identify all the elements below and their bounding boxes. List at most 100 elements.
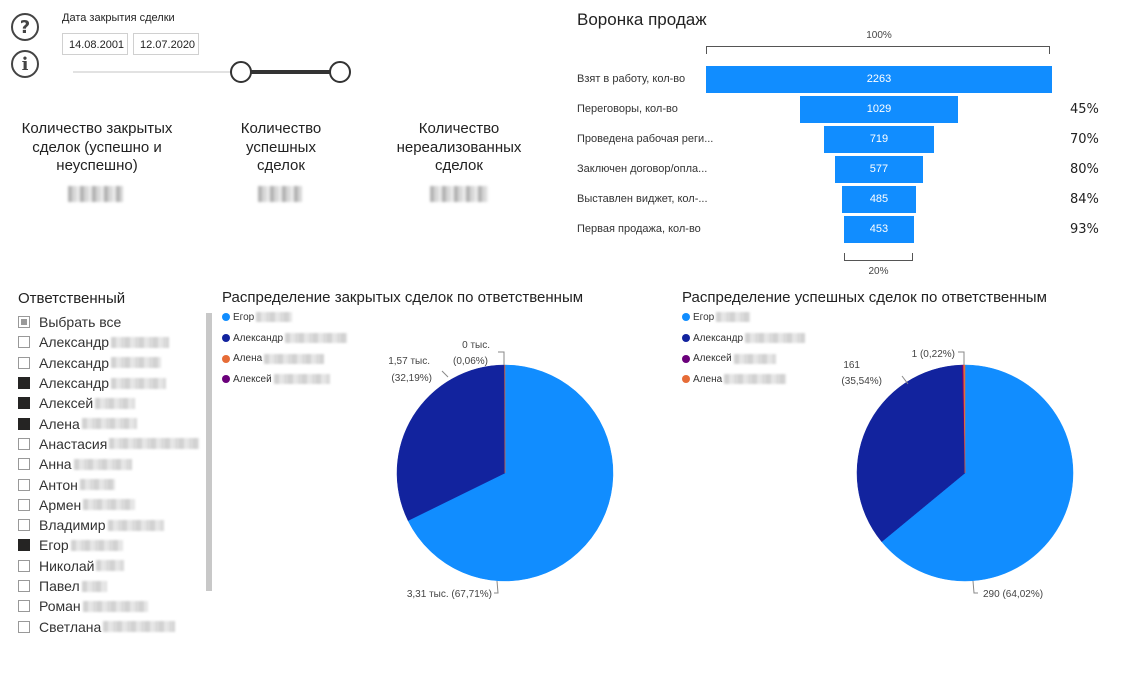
funnel-bar[interactable]: 453 — [844, 216, 914, 243]
checkbox[interactable] — [18, 458, 30, 471]
funnel-stage-label: Первая продажа, кол-во — [577, 223, 701, 235]
funnel-bar[interactable]: 577 — [834, 156, 924, 183]
redacted-surname — [724, 374, 787, 385]
date-end-input[interactable]: 12.07.2020 — [133, 33, 199, 55]
legend-item[interactable]: Алена — [682, 369, 805, 390]
responsible-item-label: Антон — [39, 476, 78, 493]
checkbox[interactable] — [18, 600, 30, 613]
funnel-stage-label: Заключен договор/опла... — [577, 163, 708, 175]
redacted-surname — [733, 353, 776, 364]
kpi-successful-deals-value — [258, 186, 302, 202]
slider-end-handle[interactable] — [329, 61, 351, 83]
funnel-bar[interactable]: 1029 — [800, 96, 958, 123]
responsible-item[interactable]: Александр — [18, 332, 208, 352]
checkbox[interactable] — [18, 539, 30, 552]
responsible-item[interactable]: Анастасия — [18, 434, 208, 454]
info-icon[interactable]: i — [11, 50, 39, 78]
legend-dot-icon — [222, 375, 230, 384]
legend-dot-icon — [682, 354, 690, 363]
kpi-unrealized-deals-label: Количество нереализованных сделок — [396, 120, 522, 174]
pie-data-label: 3,31 тыс. (67,71%) — [407, 589, 492, 600]
responsible-item[interactable]: Алена — [18, 413, 208, 433]
responsible-item[interactable]: Александр — [18, 373, 208, 393]
pie-data-label: 290 (64,02%) — [983, 589, 1043, 600]
funnel-stage-label: Переговоры, кол-во — [577, 103, 678, 115]
responsible-item[interactable]: Павел — [18, 576, 208, 596]
legend-dot-icon — [682, 375, 690, 384]
redacted-surname — [83, 499, 136, 511]
responsible-item[interactable]: Владимир — [18, 515, 208, 535]
pie-slice[interactable] — [407, 364, 614, 582]
checkbox[interactable] — [18, 580, 30, 592]
legend-dot-icon — [222, 334, 230, 343]
legend-label: Алена — [693, 373, 723, 385]
responsible-item[interactable]: Роман — [18, 596, 208, 616]
funnel-bar[interactable]: 719 — [824, 126, 934, 153]
responsible-item[interactable]: Николай — [18, 556, 208, 576]
checkbox[interactable] — [18, 336, 30, 349]
redacted-surname — [264, 353, 325, 364]
pie1-title: Распределение закрытых сделок по ответст… — [222, 289, 584, 306]
responsible-item[interactable]: Светлана — [18, 616, 208, 636]
slider-start-handle[interactable] — [230, 61, 252, 83]
legend-item[interactable]: Егор — [682, 307, 805, 328]
legend-label: Александр — [693, 332, 744, 344]
funnel-bottom-bracket — [844, 253, 913, 261]
checkbox[interactable] — [18, 417, 30, 430]
responsible-title: Ответственный — [18, 290, 126, 307]
pie-data-label: 161 — [843, 360, 860, 371]
data-label-leader — [498, 351, 505, 365]
legend-item[interactable]: Александр — [682, 328, 806, 349]
responsible-item-label: Анна — [39, 456, 72, 473]
responsible-item-label: Александр — [39, 334, 110, 351]
legend-item[interactable]: Алена — [222, 348, 347, 369]
checkbox[interactable] — [18, 377, 30, 390]
redacted-surname — [103, 621, 176, 633]
legend-item[interactable]: Алексей — [682, 348, 805, 369]
checkbox[interactable] — [18, 397, 30, 410]
legend-item[interactable]: Алексей — [222, 369, 347, 390]
responsible-item[interactable]: Алексей — [18, 393, 208, 413]
help-icon[interactable]: ? — [11, 13, 39, 41]
legend-dot-icon — [682, 334, 690, 343]
checkbox[interactable] — [18, 316, 30, 329]
funnel-bottom-pct: 20% — [868, 266, 889, 277]
responsible-item[interactable]: Егор — [18, 535, 208, 555]
responsible-item-label: Выбрать все — [39, 314, 122, 331]
redacted-surname — [716, 312, 751, 323]
responsible-item[interactable]: Антон — [18, 474, 208, 494]
redacted-surname — [95, 397, 136, 409]
checkbox[interactable] — [18, 356, 30, 369]
pie-slice[interactable] — [963, 364, 966, 474]
legend-item[interactable]: Егор — [222, 307, 347, 328]
responsible-item[interactable]: Армен — [18, 495, 208, 515]
funnel-bar[interactable]: 485 — [841, 186, 917, 213]
funnel-stage-label: Взят в работу, кол-во — [577, 73, 686, 85]
redacted-surname — [111, 357, 162, 369]
checkbox[interactable] — [18, 519, 30, 532]
funnel-conversion-pct: 45% — [1070, 102, 1099, 117]
checkbox[interactable] — [18, 478, 30, 491]
funnel-conversion-pct: 84% — [1070, 192, 1099, 207]
pie-data-label: 0 тыс. — [462, 340, 490, 351]
responsible-item[interactable]: Выбрать все — [18, 312, 208, 332]
responsible-item[interactable]: Анна — [18, 454, 208, 474]
responsible-item[interactable]: Александр — [18, 353, 208, 373]
checkbox[interactable] — [18, 437, 30, 450]
funnel-bar[interactable]: 2263 — [706, 66, 1052, 93]
pie-slice[interactable] — [396, 364, 506, 521]
pie-slice[interactable] — [856, 364, 966, 543]
kpi-unrealized-deals-value — [430, 186, 488, 202]
legend-item[interactable]: Александр — [222, 328, 348, 349]
checkbox[interactable] — [18, 498, 30, 511]
data-label-leader — [972, 580, 978, 594]
checkbox[interactable] — [18, 559, 30, 572]
legend-dot-icon — [222, 313, 230, 322]
checkbox[interactable] — [18, 620, 30, 633]
pie-data-label: (35,54%) — [841, 376, 882, 387]
pie-slice[interactable] — [881, 364, 1074, 582]
date-start-input[interactable]: 14.08.2001 — [62, 33, 128, 55]
pie-data-label: (32,19%) — [391, 373, 432, 384]
responsible-item-label: Александр — [39, 375, 110, 392]
responsible-scrollbar[interactable] — [206, 313, 212, 591]
